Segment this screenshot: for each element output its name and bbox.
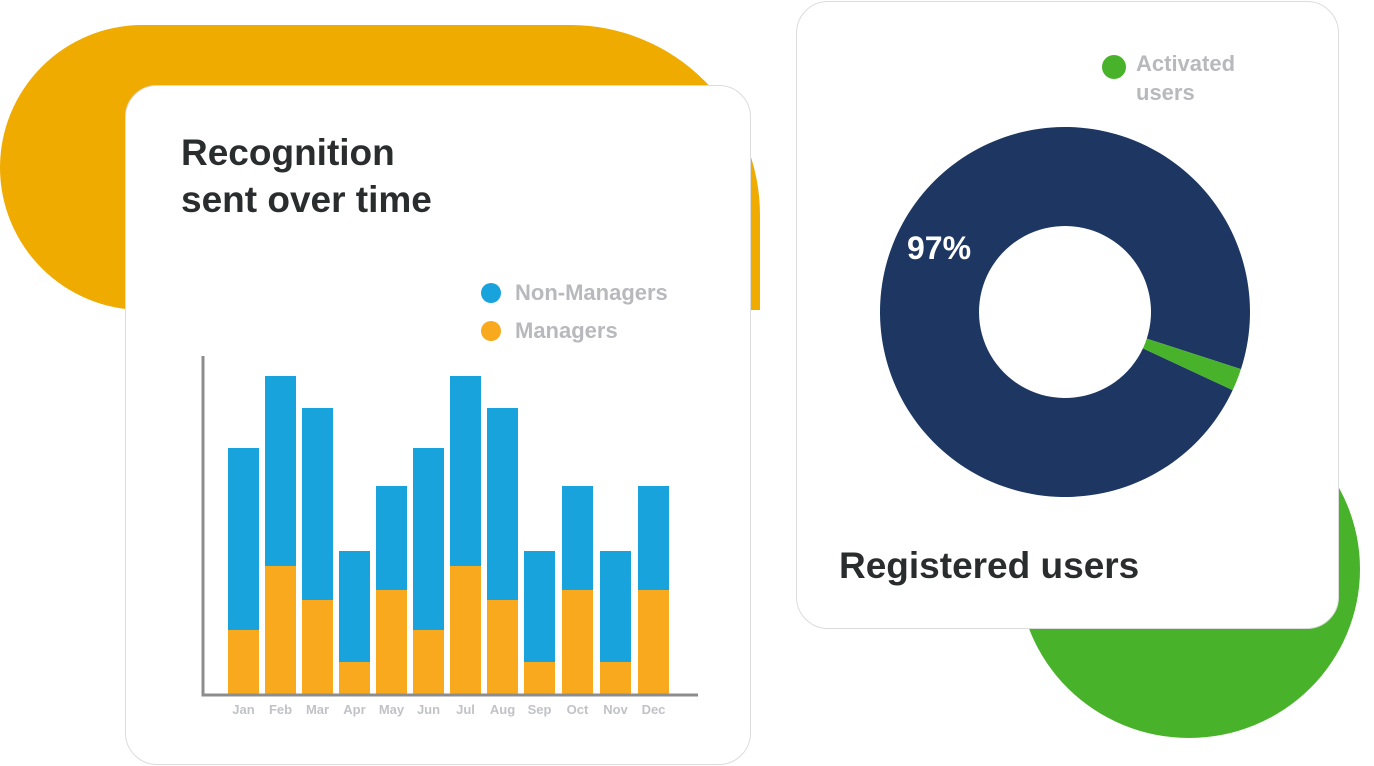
donut-legend: Activated users	[1102, 49, 1266, 107]
bar-non-managers	[562, 486, 593, 590]
legend-label: Non-Managers	[515, 280, 668, 305]
managers-dot-icon	[481, 321, 501, 341]
legend-item-non-managers: Non-Managers	[481, 274, 668, 312]
bar-managers	[638, 590, 669, 694]
bar-non-managers	[376, 486, 407, 590]
x-tick-label: Mar	[306, 702, 329, 717]
x-tick-label: Apr	[343, 702, 365, 717]
card-title: Registered users	[839, 545, 1140, 586]
bar-non-managers	[600, 551, 631, 662]
chart-title: Recognition sent over time	[181, 129, 432, 223]
bar-managers	[450, 566, 481, 694]
x-tick-label: Jun	[417, 702, 440, 717]
bar-managers	[524, 662, 555, 694]
recognition-chart-card: Recognition sent over time Non-Managers …	[125, 85, 751, 765]
bar-managers	[339, 662, 370, 694]
bar-non-managers	[265, 376, 296, 566]
x-tick-label: Sep	[528, 702, 552, 717]
chart-title-line1: Recognition	[181, 132, 395, 173]
donut-slice-activated	[1142, 338, 1241, 391]
legend-item-managers: Managers	[481, 312, 668, 350]
bar-non-managers	[487, 408, 518, 600]
bar-managers	[413, 630, 444, 694]
x-tick-label: Jul	[456, 702, 475, 717]
x-tick-label: Aug	[490, 702, 515, 717]
legend-item-activated-users: Activated users	[1102, 49, 1266, 107]
bar-non-managers	[228, 448, 259, 630]
chart-title-line2: sent over time	[181, 179, 432, 220]
chart-legend: Non-Managers Managers	[481, 274, 668, 350]
bar-managers	[265, 566, 296, 694]
bar-managers	[487, 600, 518, 694]
x-tick-label: Oct	[567, 702, 589, 717]
activated-users-dot-icon	[1102, 55, 1126, 79]
stacked-bar-chart: Jan Feb Mar Apr May Jun Jul Aug Sep Oct Nov Dec	[201, 356, 698, 717]
bar-non-managers	[450, 376, 481, 566]
bar-managers	[228, 630, 259, 694]
non-managers-dot-icon	[481, 283, 501, 303]
x-tick-label: Jan	[232, 702, 254, 717]
bar-non-managers	[413, 448, 444, 630]
bar-managers	[376, 590, 407, 694]
bar-managers	[600, 662, 631, 694]
x-tick-label: Dec	[642, 702, 666, 717]
x-tick-label: Nov	[603, 702, 628, 717]
legend-label: Activated users	[1136, 51, 1236, 105]
percent-label: 97%	[907, 230, 972, 266]
bar-non-managers	[339, 551, 370, 662]
bar-non-managers	[638, 486, 669, 590]
chart-axis	[201, 356, 698, 697]
x-tick-label: May	[379, 702, 405, 717]
bar-non-managers	[524, 551, 555, 662]
donut-slice-registered	[880, 126, 1250, 497]
donut-chart	[880, 126, 1250, 497]
registered-users-card: Activated users 97% Registered users	[796, 1, 1339, 629]
bar-managers	[302, 600, 333, 694]
bar-managers	[562, 590, 593, 694]
legend-label: Managers	[515, 318, 618, 343]
bar-non-managers	[302, 408, 333, 600]
x-tick-label: Feb	[269, 702, 292, 717]
